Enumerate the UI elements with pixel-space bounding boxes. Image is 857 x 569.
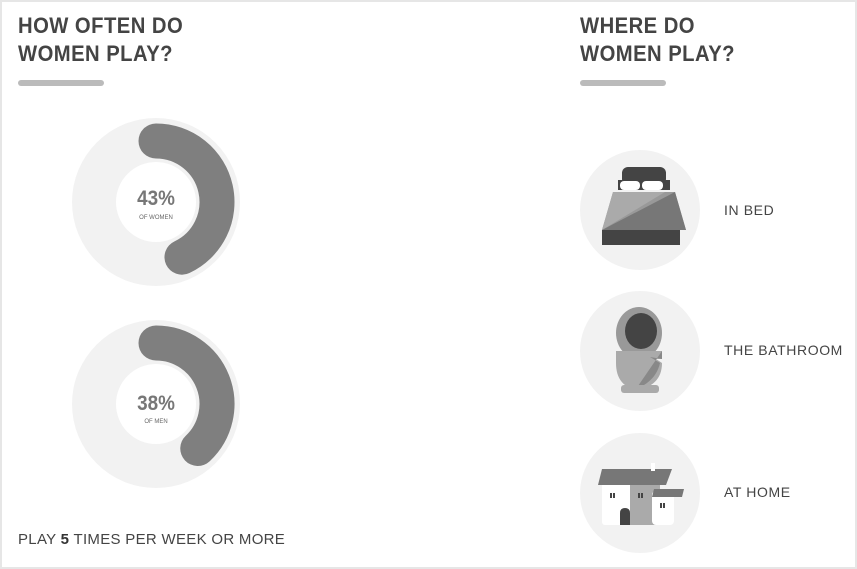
title-underline — [580, 80, 666, 86]
house-icon — [580, 433, 700, 553]
donut-label: 38% — [137, 392, 175, 415]
toilet-icon — [580, 291, 700, 411]
place-label: AT HOME — [724, 484, 791, 500]
donut-charts — [72, 118, 240, 488]
donut-hole — [116, 364, 196, 444]
footnote-text: PLAY — [18, 531, 61, 548]
donut-caption: OF MEN — [144, 419, 168, 425]
left-title: HOW OFTEN DO WOMEN PLAY? — [18, 12, 183, 68]
donut-arc — [138, 123, 235, 275]
place-label: IN BED — [724, 202, 775, 218]
donut-arc — [138, 325, 235, 466]
right-title: WHERE DO WOMEN PLAY? — [580, 12, 735, 68]
title-line: WHERE DO — [580, 13, 695, 38]
title-underline — [18, 80, 104, 86]
title-line: WOMEN PLAY? — [18, 41, 174, 66]
footnote-number: 5 — [60, 531, 70, 548]
footnote: PLAY 5 TIMES PER WEEK OR MORE — [18, 531, 285, 548]
donut-label: 43% — [137, 187, 175, 210]
donut-caption: OF WOMEN — [139, 215, 173, 221]
footnote-text: TIMES PER WEEK OR MORE — [69, 531, 286, 548]
place-label: THE BATHROOM — [724, 342, 843, 358]
donut-hole — [116, 162, 196, 242]
title-line: HOW OFTEN DO — [18, 13, 184, 38]
title-line: WOMEN PLAY? — [580, 41, 736, 66]
bed-icon — [580, 150, 700, 270]
